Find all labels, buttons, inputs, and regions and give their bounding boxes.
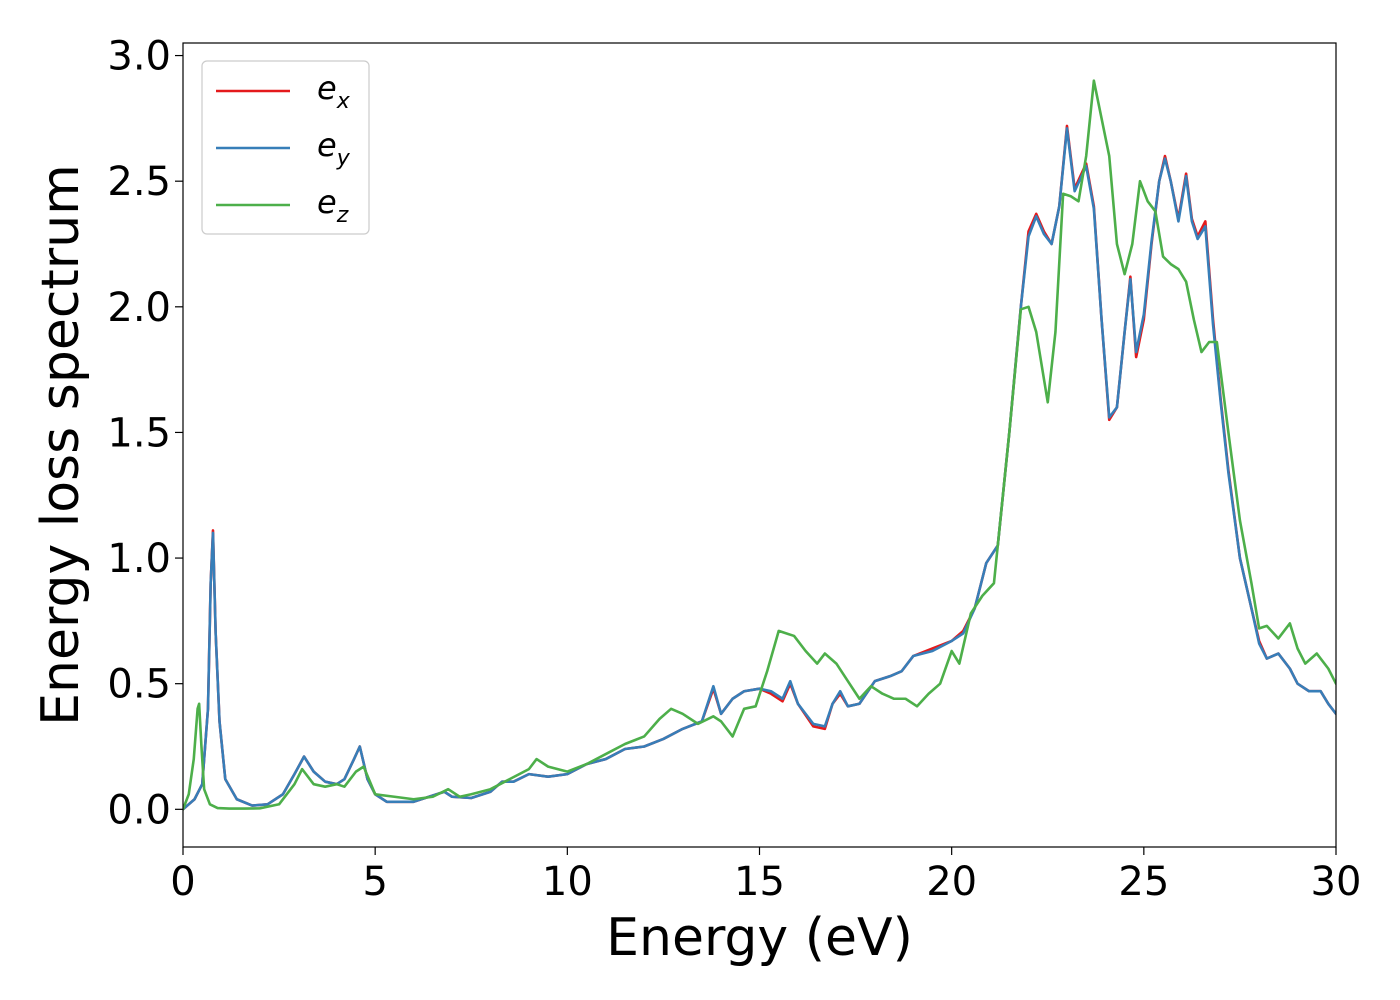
legend-label: ez — [317, 183, 349, 228]
x-axis-label: Energy (eV) — [606, 908, 913, 968]
y-tick-label: 0.0 — [107, 787, 171, 833]
series-line-e-y — [183, 127, 1336, 811]
y-tick-label: 1.5 — [107, 410, 171, 456]
x-tick-label: 30 — [1311, 859, 1362, 905]
x-tick-label: 25 — [1118, 859, 1169, 905]
y-axis-label: Energy loss spectrum — [31, 164, 91, 726]
y-tick-label: 2.0 — [107, 285, 171, 331]
x-tick-label: 10 — [542, 859, 593, 905]
y-tick-label: 2.5 — [107, 159, 171, 205]
y-axis-ticks: 0.0 0.5 1.0 1.5 2.0 2.5 3.0 — [107, 34, 183, 833]
y-tick-label: 1.0 — [107, 536, 171, 582]
x-tick-label: 0 — [170, 859, 195, 905]
series-line-e-z — [183, 79, 1336, 811]
x-axis-ticks: 0 5 10 15 20 25 30 — [170, 847, 1361, 905]
y-tick-label: 3.0 — [107, 34, 171, 80]
x-tick-label: 20 — [926, 859, 977, 905]
series-layer — [183, 79, 1336, 811]
x-tick-label: 5 — [362, 859, 387, 905]
y-tick-label: 0.5 — [107, 662, 171, 708]
x-tick-label: 15 — [734, 859, 785, 905]
